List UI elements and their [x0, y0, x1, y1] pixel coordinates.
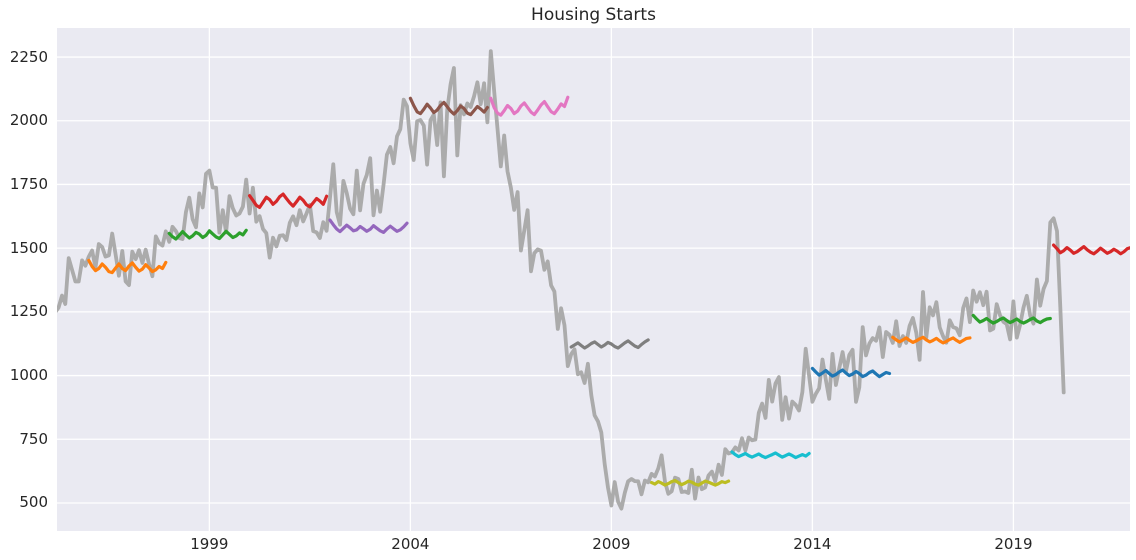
x-tick-label: 1999 [190, 535, 229, 553]
y-tick-label: 1750 [9, 174, 48, 193]
y-tick-label: 1000 [9, 366, 48, 385]
series-forecast-2000 [248, 192, 329, 209]
chart-canvas [57, 28, 1130, 531]
x-tick-label: 2004 [391, 535, 430, 553]
y-tick-label: 2250 [9, 47, 48, 66]
series-forecast-2006 [489, 95, 570, 117]
x-tick-label: 2014 [793, 535, 832, 553]
chart-title: Housing Starts [531, 5, 656, 25]
y-tick-label: 1500 [9, 238, 48, 257]
series-forecast-2008 [569, 338, 650, 350]
series-forecast-2018 [971, 313, 1052, 325]
y-tick-label: 1250 [9, 302, 48, 321]
x-tick-label: 2019 [994, 535, 1033, 553]
series-forecast-2016 [891, 335, 972, 345]
series-forecast-1998 [167, 228, 248, 241]
series-actual-housing-starts [57, 49, 1066, 511]
series-forecast-2004 [408, 96, 489, 117]
series-forecast-2012 [730, 450, 811, 460]
plot-area [57, 28, 1130, 531]
x-tick-label: 2009 [592, 535, 631, 553]
series-forecast-2002 [328, 218, 409, 234]
series-forecast-2010 [649, 478, 731, 487]
series-forecast-2020 [1051, 243, 1130, 256]
y-tick-label: 2000 [9, 111, 48, 130]
y-tick-label: 500 [19, 493, 48, 512]
series-forecast-2014 [810, 366, 892, 379]
y-tick-label: 750 [19, 429, 48, 448]
series-forecast-1996 [87, 258, 168, 275]
